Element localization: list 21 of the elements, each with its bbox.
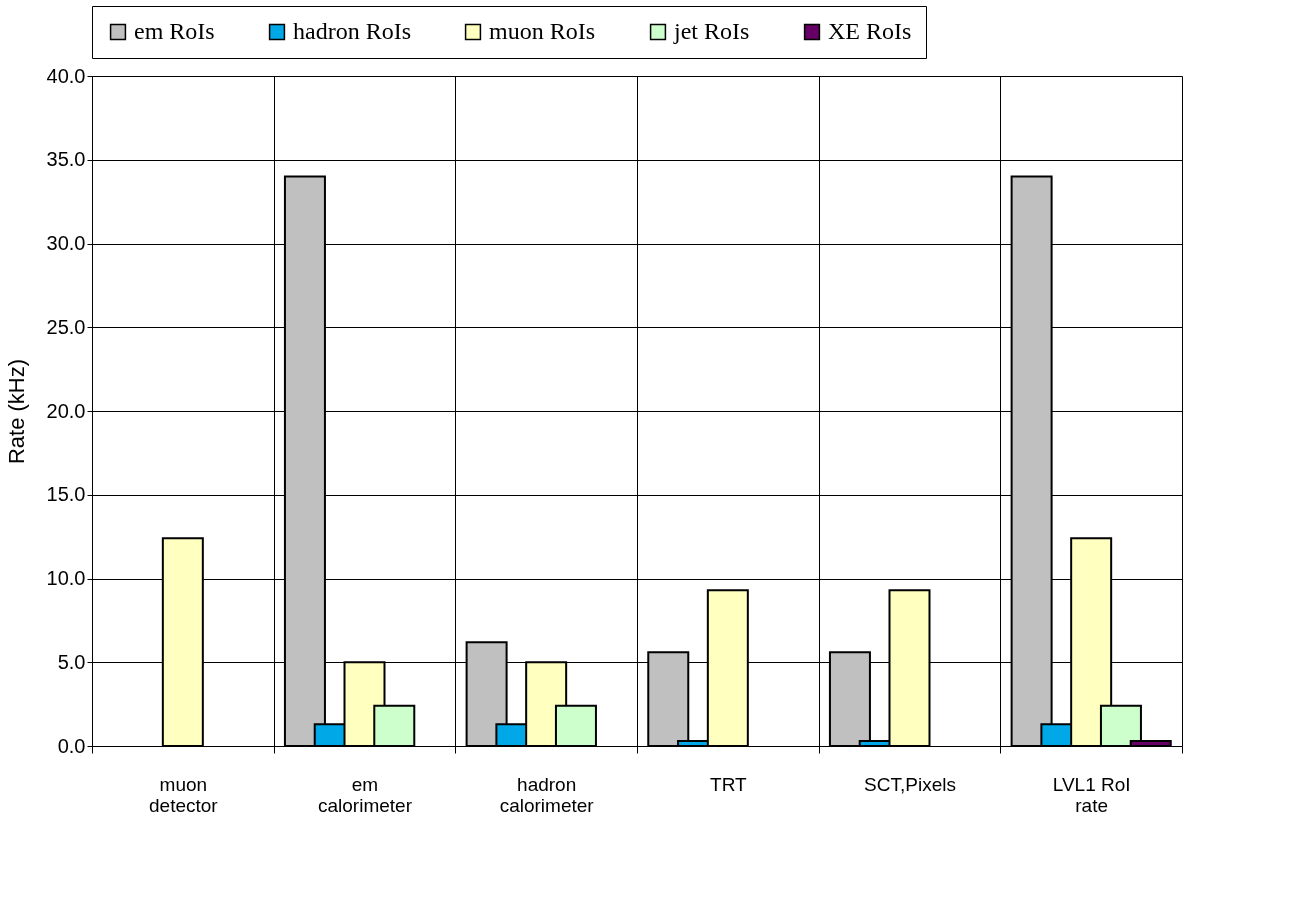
y-tick-label: 25.0 (46, 315, 86, 338)
y-tick-label: 30.0 (46, 232, 86, 254)
y-tick-label: 5.0 (57, 650, 86, 673)
y-tick-label: 35.0 (46, 148, 86, 171)
legend-label: em RoIs (134, 18, 215, 44)
legend-label: hadron RoIs (293, 18, 411, 44)
y-axis-title: Rate (kHz) (3, 358, 29, 465)
y-tick-label: 40.0 (46, 64, 86, 87)
y-tick-label: 10.0 (46, 567, 86, 589)
y-tick-label: 20.0 (46, 399, 86, 422)
legend-label: XE RoIs (828, 18, 912, 44)
x-tick-label: LVL1 RoI rate (1052, 773, 1131, 816)
x-tick-label: SCT,Pixels (864, 773, 956, 795)
x-tick-label: muon detector (149, 773, 219, 816)
x-tick-label: hadron calorimeter (499, 773, 595, 816)
legend-label: jet RoIs (673, 18, 750, 44)
y-tick-label: 15.0 (46, 483, 86, 506)
x-tick-label: TRT (710, 773, 748, 795)
x-tick-label: em calorimeter (318, 773, 413, 816)
legend-label: muon RoIs (489, 18, 596, 44)
y-tick-label: 0.0 (57, 734, 86, 757)
